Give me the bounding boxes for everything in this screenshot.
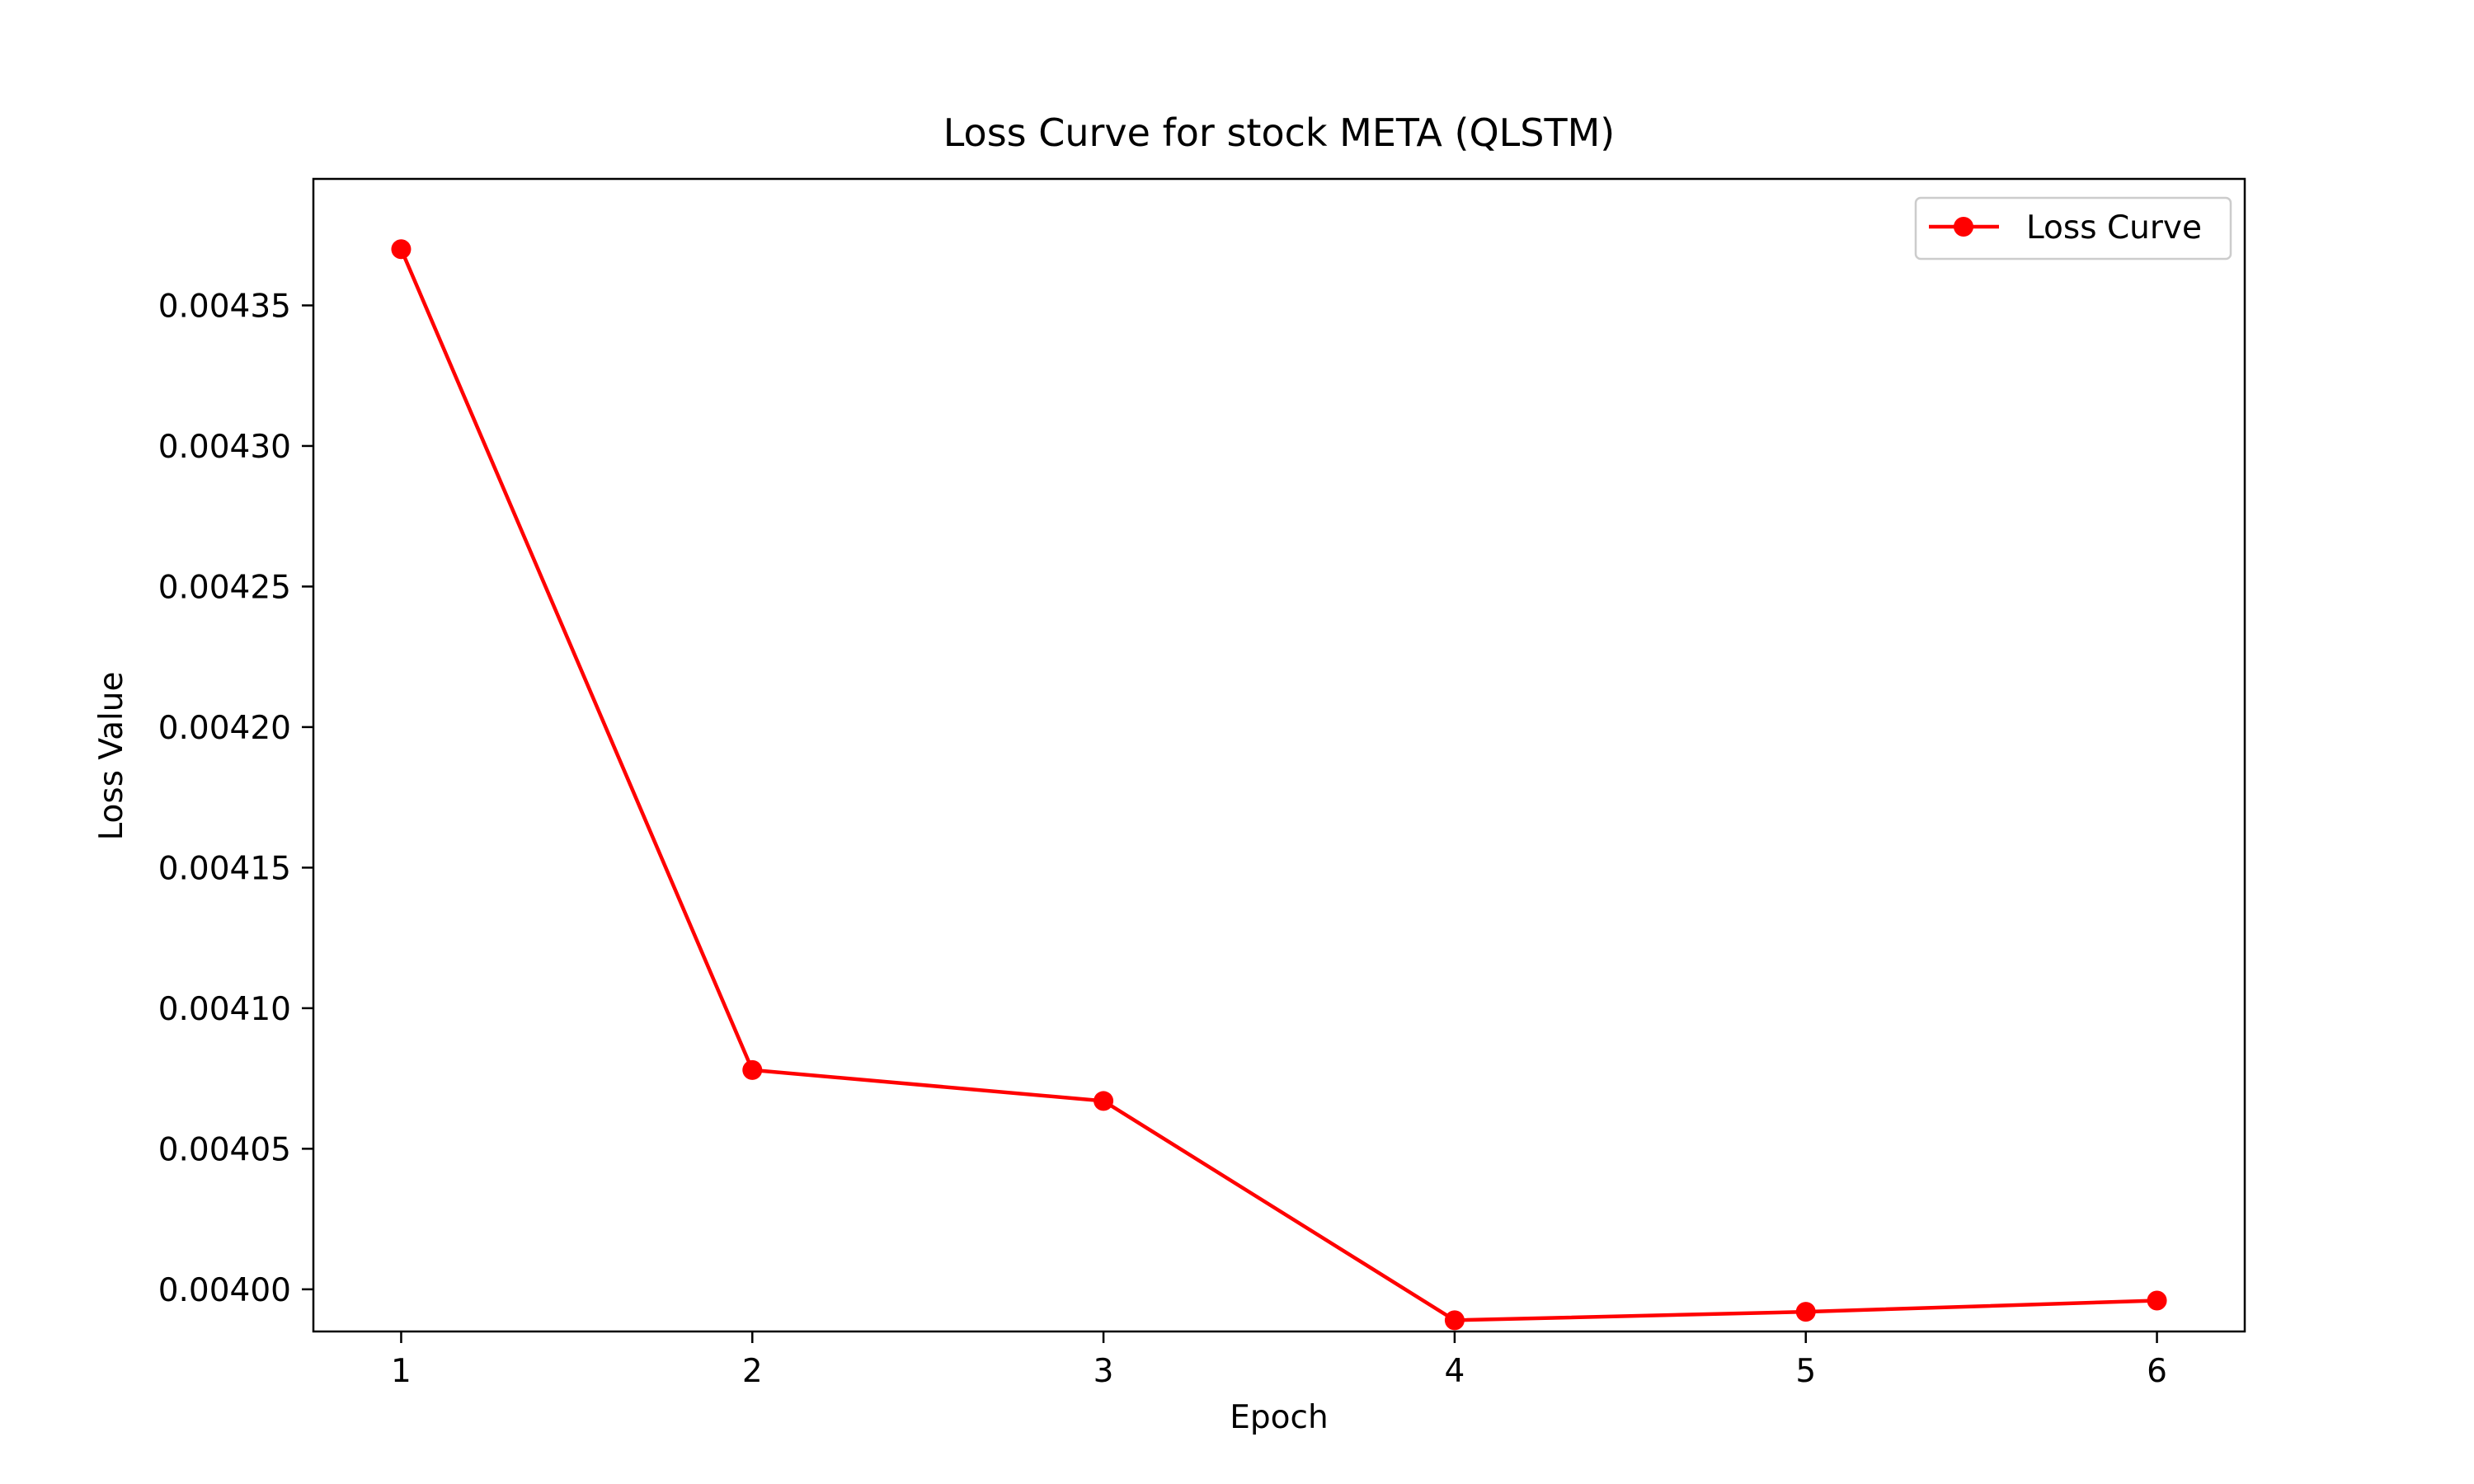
x-tick-label: 4	[1444, 1353, 1465, 1390]
y-axis-title: Loss Value	[93, 671, 130, 840]
y-tick-label: 0.00415	[158, 850, 291, 887]
y-tick-label: 0.00400	[158, 1272, 291, 1309]
x-tick-label: 2	[742, 1353, 763, 1390]
legend-label: Loss Curve	[2026, 209, 2202, 247]
y-tick-label: 0.00410	[158, 991, 291, 1028]
y-tick-label: 0.00420	[158, 710, 291, 747]
y-tick-label: 0.00405	[158, 1131, 291, 1168]
x-tick-label: 1	[391, 1353, 412, 1390]
chart-title: Loss Curve for stock META (QLSTM)	[943, 110, 1616, 155]
data-point	[742, 1059, 763, 1080]
x-tick-label: 5	[1795, 1353, 1816, 1390]
data-point	[2147, 1290, 2167, 1311]
x-tick-label: 3	[1094, 1353, 1114, 1390]
y-tick-label: 0.00425	[158, 569, 291, 606]
legend-marker-swatch	[1954, 217, 1973, 237]
y-tick-label: 0.00430	[158, 429, 291, 466]
legend: Loss Curve	[1914, 196, 2232, 261]
plot-frame	[312, 177, 2246, 1333]
legend-box	[1914, 196, 2232, 261]
series-line-loss-curve	[399, 247, 2159, 1322]
data-point	[391, 239, 412, 260]
y-tick-label: 0.00435	[158, 288, 291, 325]
data-point	[1094, 1091, 1114, 1111]
x-axis-title: Epoch	[1230, 1399, 1328, 1436]
x-tick-label: 6	[2147, 1353, 2167, 1390]
plot-area: 1 2 3 4 5 6 0.00400 0.00405 0.00410 0.00415 0.0042…	[158, 177, 2246, 1390]
data-point	[1795, 1302, 1816, 1322]
data-point	[1444, 1310, 1465, 1331]
